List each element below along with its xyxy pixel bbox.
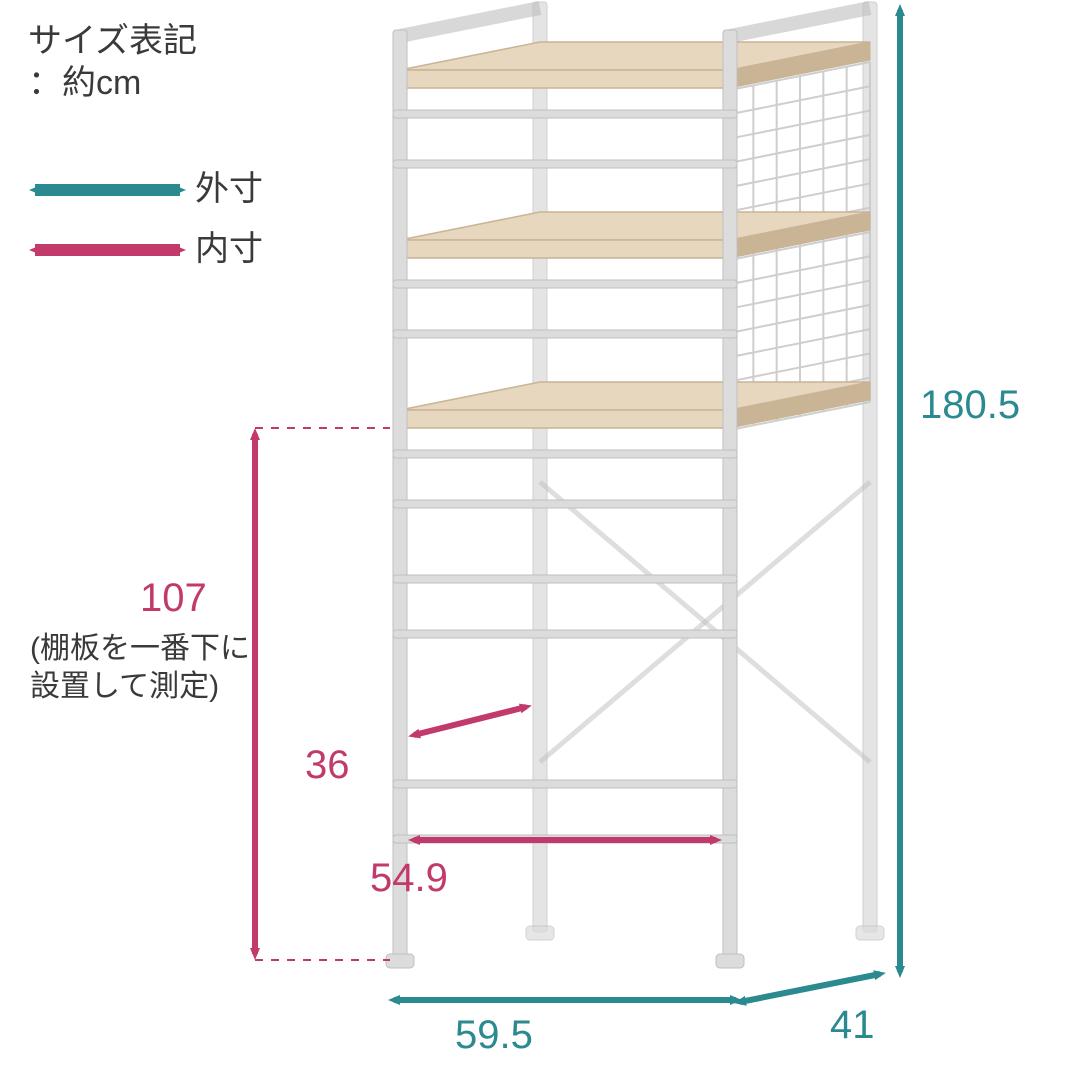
- legend-outer-label: 外寸: [195, 168, 263, 211]
- dim-inner-height: 107: [140, 573, 207, 623]
- header-line2: ：約cm: [28, 62, 141, 105]
- dim-total-height: 180.5: [920, 380, 1020, 430]
- dim-depth-outer: 41: [830, 1000, 875, 1050]
- dim-inner-width: 54.9: [370, 853, 448, 903]
- dim-inner-note: (棚板を一番下に 設置して測定): [30, 630, 250, 705]
- legend-inner-label: 内寸: [195, 228, 263, 271]
- header-line1: サイズ表記: [28, 20, 197, 63]
- rack-diagram: [386, 2, 884, 968]
- dim-inner-depth: 36: [305, 740, 350, 790]
- dim-width-outer: 59.5: [455, 1010, 533, 1060]
